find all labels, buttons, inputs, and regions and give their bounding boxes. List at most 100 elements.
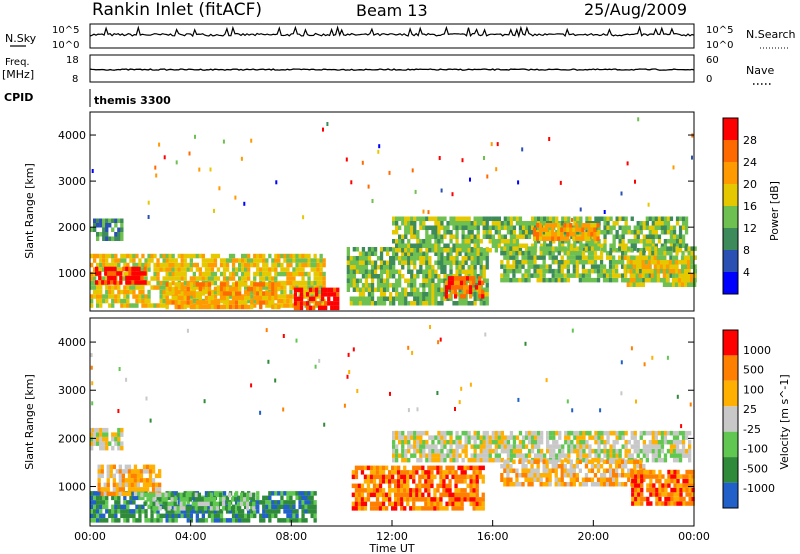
data-cell bbox=[500, 448, 504, 454]
data-cell bbox=[633, 464, 637, 469]
data-cell bbox=[518, 448, 523, 454]
data-cell bbox=[683, 273, 688, 278]
scatter-cell bbox=[265, 328, 268, 333]
data-cell bbox=[579, 439, 583, 445]
data-cell bbox=[594, 430, 598, 436]
data-cell bbox=[111, 432, 115, 437]
data-cell bbox=[95, 271, 99, 276]
data-cell bbox=[448, 492, 452, 498]
data-cell bbox=[545, 473, 549, 478]
data-cell bbox=[127, 478, 132, 483]
x-tick-label: 00:00 bbox=[678, 530, 710, 543]
data-cell bbox=[558, 453, 562, 458]
data-cell bbox=[265, 271, 269, 277]
data-cell bbox=[645, 453, 649, 458]
data-cell bbox=[506, 477, 510, 482]
data-cell bbox=[536, 464, 540, 469]
data-cell bbox=[379, 256, 384, 261]
data-cell bbox=[375, 497, 380, 502]
data-cell bbox=[162, 504, 166, 510]
data-cell bbox=[612, 239, 616, 244]
data-cell bbox=[404, 439, 408, 445]
data-cell bbox=[615, 459, 619, 464]
scatter-cell bbox=[566, 399, 569, 404]
data-cell bbox=[581, 255, 586, 260]
data-cell bbox=[518, 250, 522, 256]
data-cell bbox=[259, 282, 263, 287]
data-cell bbox=[152, 506, 156, 511]
data-cell bbox=[165, 513, 169, 519]
data-cell bbox=[198, 271, 202, 277]
data-cell bbox=[204, 295, 209, 301]
data-cell bbox=[425, 243, 429, 248]
data-cell bbox=[265, 509, 269, 514]
data-cell bbox=[198, 282, 202, 287]
data-cell bbox=[434, 230, 438, 235]
colorbar-tick-label: 25 bbox=[743, 403, 757, 416]
data-cell bbox=[675, 453, 680, 458]
data-cell bbox=[265, 295, 269, 301]
data-cell bbox=[630, 230, 634, 235]
data-cell bbox=[560, 227, 564, 232]
data-cell bbox=[286, 509, 290, 514]
data-cell bbox=[186, 267, 190, 272]
data-cell bbox=[593, 232, 597, 237]
data-cell bbox=[470, 248, 474, 253]
data-cell bbox=[102, 294, 106, 299]
data-cell bbox=[400, 506, 404, 511]
data-cell bbox=[594, 216, 598, 221]
data-cell bbox=[593, 236, 597, 241]
data-cell bbox=[123, 500, 127, 505]
data-cell bbox=[318, 305, 322, 311]
data-cell bbox=[93, 504, 97, 510]
data-cell bbox=[555, 430, 559, 436]
data-cell bbox=[437, 448, 441, 454]
data-cell bbox=[416, 435, 420, 440]
data-cell bbox=[219, 513, 224, 519]
data-cell bbox=[687, 255, 691, 260]
data-cell bbox=[186, 286, 190, 292]
data-cell bbox=[646, 501, 650, 506]
data-cell bbox=[524, 444, 529, 449]
data-cell bbox=[373, 269, 378, 274]
data-cell bbox=[663, 243, 668, 248]
data-cell bbox=[469, 280, 473, 286]
data-cell bbox=[524, 453, 529, 458]
data-cell bbox=[605, 273, 610, 278]
data-cell bbox=[560, 477, 564, 482]
data-cell bbox=[585, 439, 589, 445]
data-cell bbox=[576, 430, 580, 436]
data-cell bbox=[653, 260, 657, 265]
data-cell bbox=[174, 258, 178, 263]
data-cell bbox=[189, 291, 193, 296]
data-cell bbox=[158, 506, 162, 511]
data-cell bbox=[385, 492, 389, 498]
data-cell bbox=[567, 248, 571, 253]
data-cell bbox=[584, 236, 588, 241]
data-cell bbox=[491, 216, 495, 221]
scatter-cell bbox=[347, 352, 350, 357]
data-cell bbox=[391, 474, 395, 480]
data-cell bbox=[114, 513, 118, 519]
data-cell bbox=[168, 300, 172, 305]
data-cell bbox=[512, 259, 516, 265]
scatter-cell bbox=[626, 161, 629, 166]
data-cell bbox=[593, 482, 598, 487]
data-cell bbox=[165, 300, 169, 305]
data-cell bbox=[155, 506, 159, 511]
data-cell bbox=[416, 444, 420, 449]
data-cell bbox=[458, 439, 462, 445]
data-cell bbox=[536, 273, 540, 278]
data-cell bbox=[381, 470, 386, 475]
data-cell bbox=[231, 276, 236, 281]
data-cell bbox=[482, 274, 486, 279]
data-cell bbox=[623, 255, 627, 260]
data-cell bbox=[379, 292, 384, 297]
data-cell bbox=[143, 492, 147, 498]
data-cell bbox=[518, 243, 523, 248]
data-cell bbox=[651, 448, 655, 454]
data-cell bbox=[147, 267, 151, 272]
data-cell bbox=[133, 491, 138, 497]
data-cell bbox=[112, 464, 116, 470]
